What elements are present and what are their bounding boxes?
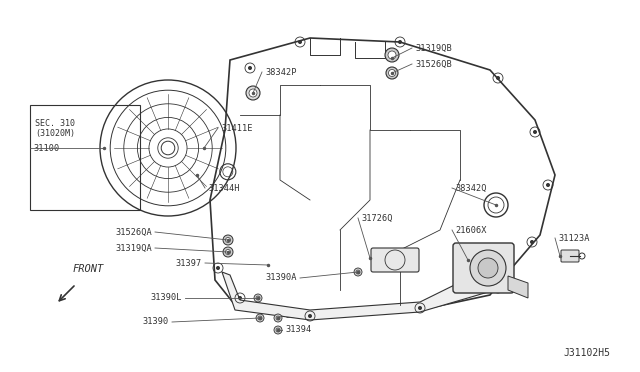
Circle shape bbox=[386, 67, 398, 79]
Circle shape bbox=[274, 314, 282, 322]
Text: 31319QB: 31319QB bbox=[415, 44, 452, 52]
Circle shape bbox=[276, 316, 280, 320]
FancyBboxPatch shape bbox=[453, 243, 514, 293]
Circle shape bbox=[249, 89, 257, 97]
Circle shape bbox=[256, 296, 260, 300]
Text: 31390: 31390 bbox=[143, 317, 169, 327]
Text: FRONT: FRONT bbox=[73, 264, 104, 274]
Text: 31411E: 31411E bbox=[221, 124, 253, 132]
Circle shape bbox=[238, 296, 242, 300]
Text: 31397: 31397 bbox=[176, 259, 202, 267]
FancyBboxPatch shape bbox=[561, 250, 579, 262]
Text: 31319QA: 31319QA bbox=[115, 244, 152, 253]
Polygon shape bbox=[222, 265, 510, 320]
Text: 31100: 31100 bbox=[33, 144, 60, 153]
Text: 31394E: 31394E bbox=[285, 311, 317, 321]
Circle shape bbox=[308, 314, 312, 318]
Text: 31526QB: 31526QB bbox=[415, 60, 452, 68]
Text: SEC. 310
(31020M): SEC. 310 (31020M) bbox=[35, 119, 75, 138]
Circle shape bbox=[225, 250, 230, 254]
Circle shape bbox=[546, 183, 550, 187]
Circle shape bbox=[496, 76, 500, 80]
Circle shape bbox=[298, 40, 302, 44]
Circle shape bbox=[246, 86, 260, 100]
Text: 31123A: 31123A bbox=[558, 234, 589, 243]
Text: 31726Q: 31726Q bbox=[361, 214, 392, 222]
Circle shape bbox=[216, 266, 220, 270]
Text: 31394: 31394 bbox=[285, 326, 311, 334]
Circle shape bbox=[258, 316, 262, 320]
Text: 21606X: 21606X bbox=[455, 225, 486, 234]
Circle shape bbox=[496, 286, 500, 290]
Polygon shape bbox=[508, 276, 528, 298]
Circle shape bbox=[533, 130, 537, 134]
Circle shape bbox=[223, 235, 233, 245]
Circle shape bbox=[223, 247, 233, 257]
Text: 38342Q: 38342Q bbox=[455, 183, 486, 192]
Text: J31102H5: J31102H5 bbox=[563, 348, 610, 358]
Circle shape bbox=[354, 268, 362, 276]
Circle shape bbox=[478, 258, 498, 278]
Text: 31526QA: 31526QA bbox=[115, 228, 152, 237]
Circle shape bbox=[388, 51, 396, 59]
Bar bbox=[30, 105, 140, 210]
Circle shape bbox=[248, 66, 252, 70]
Circle shape bbox=[385, 48, 399, 62]
Circle shape bbox=[356, 270, 360, 274]
Text: 31344H: 31344H bbox=[208, 183, 239, 192]
Circle shape bbox=[276, 328, 280, 332]
Circle shape bbox=[225, 237, 230, 243]
Text: 38342P: 38342P bbox=[265, 67, 296, 77]
Circle shape bbox=[530, 240, 534, 244]
Circle shape bbox=[470, 250, 506, 286]
Circle shape bbox=[256, 314, 264, 322]
Text: 31390L: 31390L bbox=[150, 294, 182, 302]
Circle shape bbox=[388, 70, 396, 77]
Circle shape bbox=[398, 40, 402, 44]
FancyBboxPatch shape bbox=[371, 248, 419, 272]
Circle shape bbox=[274, 326, 282, 334]
Circle shape bbox=[418, 306, 422, 310]
Circle shape bbox=[161, 141, 175, 155]
Text: 31390A: 31390A bbox=[266, 273, 297, 282]
Circle shape bbox=[254, 294, 262, 302]
